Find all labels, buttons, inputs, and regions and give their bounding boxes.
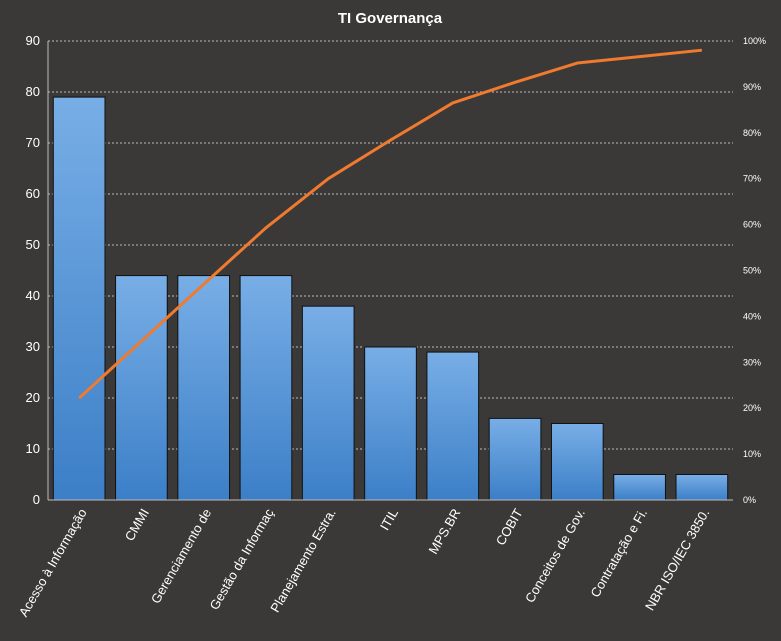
y2-tick-label: 40% (743, 311, 761, 321)
y-tick-label: 10 (26, 441, 40, 456)
category-label: Gestão da Informaç (206, 506, 276, 613)
y-axis-left: 0 10 20 30 40 50 60 70 80 90 (26, 33, 733, 507)
bar (426, 351, 480, 501)
y2-tick-label: 80% (743, 128, 761, 138)
y2-tick-label: 60% (743, 220, 761, 230)
y-tick-label: 0 (33, 492, 40, 507)
y2-tick-label: 20% (743, 403, 761, 413)
bars (52, 96, 729, 501)
category-label: Acesso à Informação (16, 506, 90, 619)
bar (488, 417, 542, 501)
y-tick-label: 80 (26, 84, 40, 99)
y2-tick-label: 0% (743, 495, 756, 505)
category-label: NBR ISO/IEC 3850. (642, 506, 712, 613)
bar (239, 275, 293, 501)
category-label: MPS.BR (425, 506, 463, 557)
category-label: COBIT (493, 506, 526, 548)
bar (177, 275, 231, 501)
bar (301, 305, 355, 501)
y-tick-label: 60 (26, 186, 40, 201)
category-label: CMMI (122, 506, 152, 544)
category-label: Contratação e Fi. (587, 506, 650, 600)
y-tick-label: 20 (26, 390, 40, 405)
category-label: Conceitos de Gov. (522, 506, 588, 605)
category-label: ITIL (377, 506, 401, 533)
y2-tick-label: 30% (743, 357, 761, 367)
cumulative-percent-line (78, 48, 703, 400)
bar (52, 96, 106, 501)
y-axis-right: 0% 10% 20% 30% 40% 50% 60% 70% 80% 90% 100% (743, 36, 766, 505)
y2-tick-label: 50% (743, 266, 761, 276)
y-tick-label: 40 (26, 288, 40, 303)
category-label: Planejamento Estra. (267, 506, 339, 615)
cumulative-line (78, 48, 703, 400)
y2-tick-label: 70% (743, 174, 761, 184)
y-tick-label: 90 (26, 33, 40, 48)
category-label: Gerenciamento de (148, 506, 214, 606)
bar (613, 474, 666, 501)
bar (675, 474, 729, 501)
y-tick-label: 50 (26, 237, 40, 252)
y-tick-label: 70 (26, 135, 40, 150)
bar (364, 346, 417, 501)
bar (550, 423, 604, 501)
y2-tick-label: 90% (743, 82, 761, 92)
y2-tick-label: 100% (743, 36, 766, 46)
bar (115, 275, 168, 501)
y2-tick-label: 10% (743, 449, 761, 459)
y-tick-label: 30 (26, 339, 40, 354)
chart-title: TI Governança (338, 10, 443, 27)
